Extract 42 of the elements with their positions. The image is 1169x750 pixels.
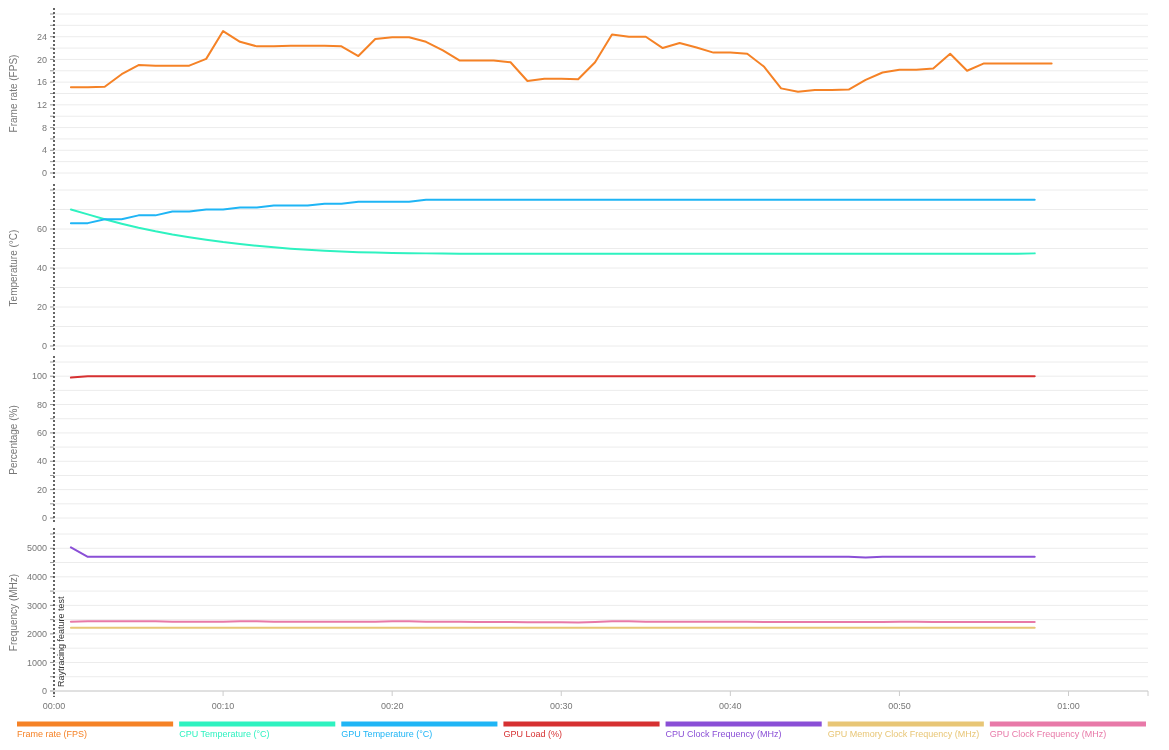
y-tick-label: 24	[36, 31, 47, 42]
x-tick-label: 00:50	[888, 701, 911, 711]
y-tick-label: 1000	[26, 657, 47, 668]
y-tick-label: 20	[36, 54, 47, 65]
ref-line-label: Raytracing feature test	[56, 595, 66, 687]
y-tick-label: 4	[41, 145, 47, 156]
y-tick-label: 8	[41, 122, 47, 133]
y-axis-title: Frame rate (FPS)	[8, 54, 19, 133]
y-axis-title: Percentage (%)	[8, 405, 19, 475]
y-tick-label: 40	[36, 456, 47, 467]
x-tick-label: 01:00	[1057, 701, 1080, 711]
x-tick-label: 00:30	[550, 701, 573, 711]
y-tick-label: 100	[31, 371, 47, 382]
text: GPU Temperature (°C)	[341, 729, 433, 739]
y-tick-label: 40	[36, 263, 47, 274]
y-tick-label: 0	[41, 513, 47, 524]
text: CPU Temperature (°C)	[179, 729, 270, 739]
x-tick-label: 00:00	[42, 701, 66, 711]
y-tick-label: 20	[36, 484, 47, 495]
text: CPU Clock Frequency (MHz)	[665, 729, 782, 739]
text: GPU Load (%)	[503, 729, 562, 739]
y-tick-label: 12	[36, 100, 47, 111]
text: GPU Memory Clock Frequency (MHz)	[827, 729, 980, 739]
y-tick-label: 60	[36, 224, 47, 235]
y-tick-label: 16	[36, 77, 47, 88]
text: GPU Clock Frequency (MHz)	[989, 729, 1107, 739]
text: Frame rate (FPS)	[17, 729, 88, 739]
y-tick-label: 0	[41, 168, 47, 179]
y-tick-label: 2000	[26, 629, 47, 640]
y-tick-label: 5000	[26, 543, 47, 554]
y-tick-label: 3000	[26, 600, 47, 611]
y-tick-label: 20	[36, 302, 47, 313]
x-tick-label: 00:40	[719, 701, 742, 711]
y-tick-label: 60	[36, 428, 47, 439]
y-axis-title: Frequency (MHz)	[8, 573, 19, 652]
x-tick-label: 00:20	[380, 701, 404, 711]
y-tick-label: 0	[41, 341, 47, 352]
y-tick-label: 80	[36, 399, 47, 410]
y-tick-label: 4000	[26, 571, 47, 582]
y-axis-title: Temperature (°C)	[8, 229, 19, 307]
x-tick-label: 00:10	[211, 701, 235, 711]
y-tick-label: 0	[41, 686, 47, 697]
